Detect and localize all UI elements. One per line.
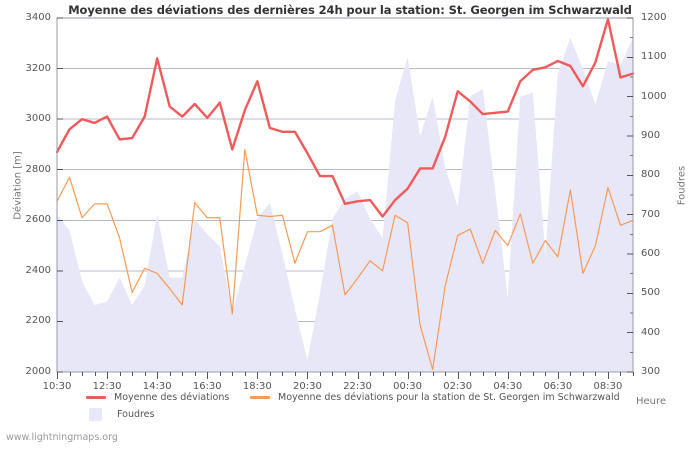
y-tick-label-right: 400 — [641, 326, 661, 338]
y-tick-label-left: 3200 — [25, 62, 51, 74]
x-tick-label: 14:30 — [142, 381, 172, 392]
legend-swatch-line — [86, 396, 106, 399]
station-deviation-line-series — [56, 148, 634, 371]
y-tick-label-left: 3400 — [25, 12, 51, 23]
legend-label: Moyenne des déviations pour la station d… — [278, 392, 620, 403]
legend-swatch-box — [89, 408, 102, 421]
x-axis-label: Heure — [636, 396, 667, 407]
y-tick-label-left: 2200 — [25, 315, 51, 327]
y-tick-label-right: 300 — [641, 366, 661, 377]
x-tick-label: 06:30 — [543, 381, 573, 392]
y-tick-label-right: 1200 — [641, 12, 667, 23]
legend-swatch-line — [250, 396, 270, 399]
legend-label: Moyenne des déviations — [114, 392, 230, 403]
y-tick-label-right: 900 — [641, 130, 661, 141]
y-tick-label-right: 600 — [641, 248, 661, 259]
y-tick-label-left: 2600 — [25, 214, 51, 226]
x-tick-label: 00:30 — [393, 381, 422, 392]
chart-title: Moyenne des déviations des dernières 24h… — [68, 3, 632, 17]
watermark: www.lightningmaps.org — [6, 432, 118, 443]
deviation-mean-line-series — [55, 18, 635, 218]
x-tick-label: 16:30 — [192, 381, 222, 392]
legend-item-deviation-mean[interactable]: Moyenne des déviations — [86, 392, 229, 403]
y-tick-label-right: 1000 — [641, 90, 667, 102]
y-tick-label-right: 800 — [641, 169, 661, 181]
y-tick-label-left: 2400 — [25, 264, 51, 276]
legend-item-station-deviation-mean[interactable]: Moyenne des déviations pour la station d… — [250, 392, 620, 403]
legend-item-lightning[interactable]: Foudres — [86, 408, 154, 421]
y-tick-label-right: 700 — [641, 208, 661, 220]
x-tick-label: 04:30 — [493, 381, 523, 392]
x-tick-label: 20:30 — [293, 381, 322, 392]
y-tick-label-right: 1100 — [641, 51, 667, 63]
legend-label: Foudres — [117, 409, 155, 420]
x-tick-label: 18:30 — [242, 381, 272, 392]
x-tick-label: 08:30 — [593, 381, 623, 392]
x-tick-label: 02:30 — [443, 381, 473, 392]
y-tick-label-left: 2800 — [25, 163, 51, 175]
x-tick-label: 22:30 — [343, 381, 372, 392]
y-tick-label-left: 3000 — [25, 113, 51, 125]
x-tick-label: 12:30 — [92, 381, 122, 392]
x-tick-label: 10:30 — [42, 381, 72, 392]
y-tick-label-left: 2000 — [25, 366, 51, 377]
chart-legend: Moyenne des déviations Moyenne des dévia… — [0, 392, 700, 430]
y-tick-label-right: 500 — [641, 287, 661, 299]
